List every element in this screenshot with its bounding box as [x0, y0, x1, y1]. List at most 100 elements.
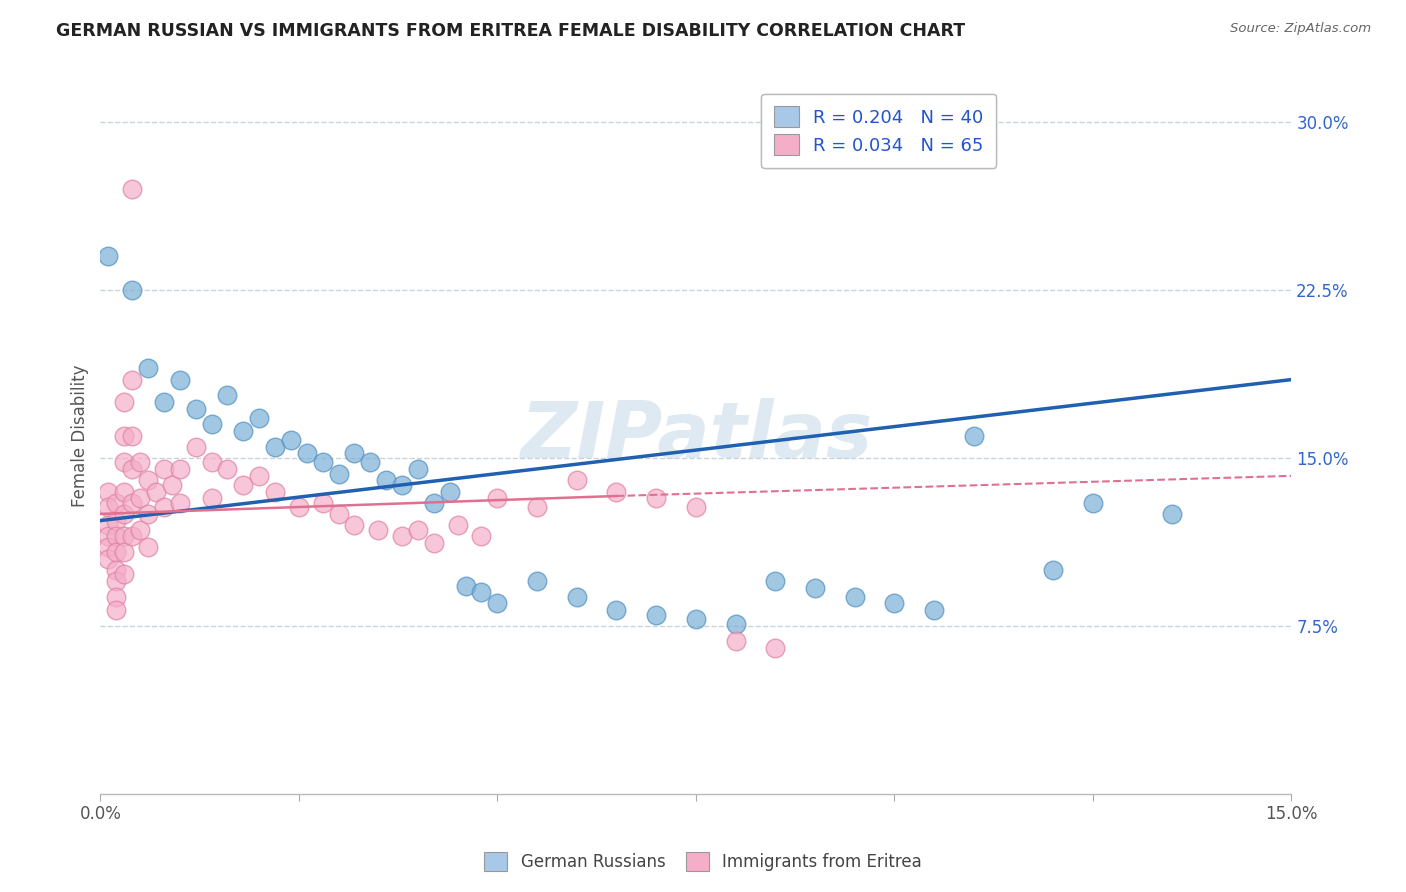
Point: [105, 545, 128, 559]
Legend: German Russians, Immigrants from Eritrea: German Russians, Immigrants from Eritrea: [475, 843, 931, 880]
Point: [605, 603, 627, 617]
Point: [423, 496, 446, 510]
Point: [121, 496, 143, 510]
Point: [645, 607, 668, 622]
Point: [121, 182, 143, 196]
Point: [963, 428, 986, 442]
Point: [724, 634, 747, 648]
Point: [112, 395, 135, 409]
Point: [97, 518, 120, 533]
Point: [359, 455, 381, 469]
Point: [1161, 507, 1184, 521]
Point: [406, 462, 429, 476]
Y-axis label: Female Disability: Female Disability: [72, 364, 89, 507]
Point: [136, 361, 159, 376]
Point: [470, 529, 492, 543]
Point: [169, 496, 191, 510]
Text: ZIPatlas: ZIPatlas: [520, 398, 872, 474]
Point: [97, 541, 120, 555]
Point: [685, 612, 707, 626]
Point: [724, 616, 747, 631]
Point: [153, 500, 176, 515]
Point: [454, 578, 477, 592]
Point: [97, 551, 120, 566]
Point: [105, 590, 128, 604]
Point: [217, 388, 239, 402]
Point: [328, 507, 350, 521]
Point: [169, 373, 191, 387]
Point: [288, 500, 311, 515]
Point: [645, 491, 668, 506]
Point: [311, 496, 333, 510]
Point: [264, 484, 287, 499]
Point: [343, 446, 366, 460]
Point: [446, 518, 468, 533]
Point: [526, 500, 548, 515]
Point: [685, 500, 707, 515]
Point: [232, 424, 254, 438]
Point: [184, 440, 207, 454]
Point: [391, 477, 413, 491]
Point: [565, 473, 588, 487]
Point: [1081, 496, 1104, 510]
Point: [153, 462, 176, 476]
Point: [232, 477, 254, 491]
Point: [184, 401, 207, 416]
Point: [121, 283, 143, 297]
Point: [112, 484, 135, 499]
Point: [112, 567, 135, 582]
Point: [280, 433, 302, 447]
Point: [129, 491, 152, 506]
Point: [105, 496, 128, 510]
Point: [200, 491, 222, 506]
Point: [922, 603, 945, 617]
Point: [406, 523, 429, 537]
Point: [160, 477, 183, 491]
Point: [121, 428, 143, 442]
Point: [145, 484, 167, 499]
Point: [105, 574, 128, 588]
Point: [105, 603, 128, 617]
Point: [169, 462, 191, 476]
Point: [486, 491, 509, 506]
Point: [311, 455, 333, 469]
Point: [217, 462, 239, 476]
Point: [295, 446, 318, 460]
Point: [375, 473, 398, 487]
Point: [247, 410, 270, 425]
Point: [264, 440, 287, 454]
Point: [200, 417, 222, 432]
Point: [121, 462, 143, 476]
Point: [844, 590, 866, 604]
Point: [470, 585, 492, 599]
Point: [105, 563, 128, 577]
Point: [200, 455, 222, 469]
Point: [112, 455, 135, 469]
Point: [526, 574, 548, 588]
Point: [136, 473, 159, 487]
Point: [97, 250, 120, 264]
Point: [129, 455, 152, 469]
Point: [883, 596, 905, 610]
Point: [153, 395, 176, 409]
Point: [105, 514, 128, 528]
Point: [367, 523, 389, 537]
Point: [97, 484, 120, 499]
Point: [129, 523, 152, 537]
Point: [112, 428, 135, 442]
Point: [486, 596, 509, 610]
Point: [105, 529, 128, 543]
Point: [605, 484, 627, 499]
Point: [97, 500, 120, 515]
Point: [328, 467, 350, 481]
Point: [763, 574, 786, 588]
Point: [112, 529, 135, 543]
Point: [1042, 563, 1064, 577]
Point: [112, 507, 135, 521]
Point: [121, 373, 143, 387]
Point: [391, 529, 413, 543]
Point: [804, 581, 827, 595]
Text: GERMAN RUSSIAN VS IMMIGRANTS FROM ERITREA FEMALE DISABILITY CORRELATION CHART: GERMAN RUSSIAN VS IMMIGRANTS FROM ERITRE…: [56, 22, 966, 40]
Point: [247, 468, 270, 483]
Point: [121, 529, 143, 543]
